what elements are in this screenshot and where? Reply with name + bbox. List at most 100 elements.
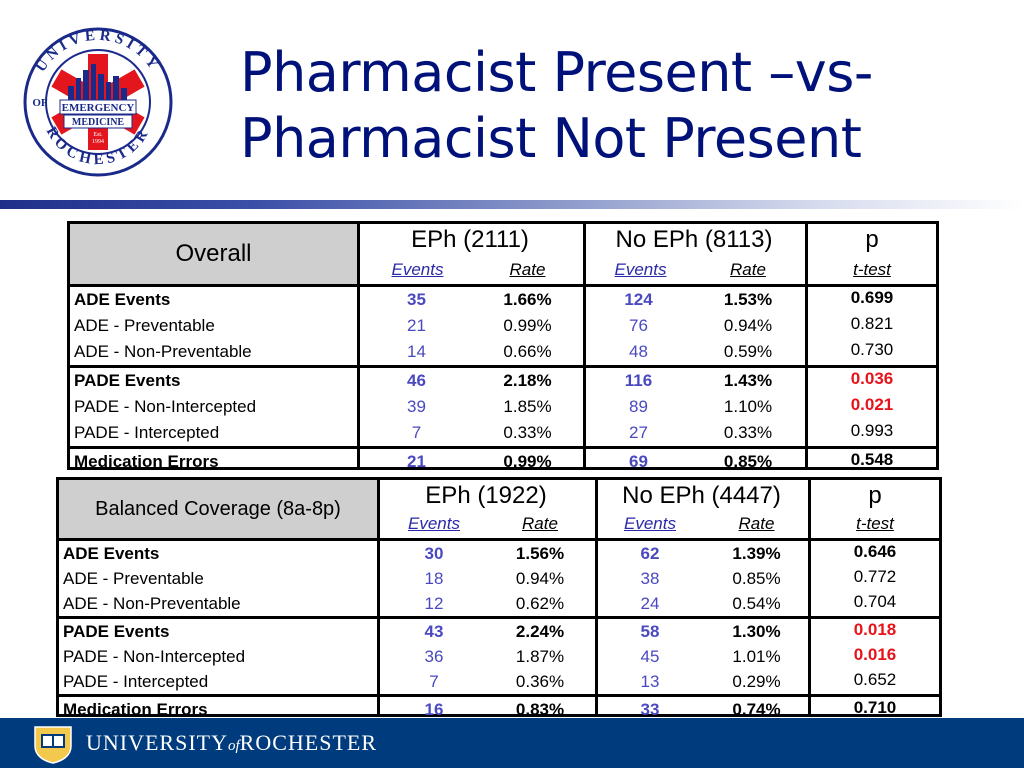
eph-rate-value: 1.85% bbox=[503, 397, 552, 416]
column-divider bbox=[805, 224, 808, 467]
table-row: ADE - Preventable 21 0.99% 76 0.94% 0.821 bbox=[70, 313, 936, 339]
university-name: UNIVERSITYofROCHESTER bbox=[86, 730, 378, 755]
no-eph-rate-value: 0.54% bbox=[732, 594, 781, 613]
column-divider bbox=[583, 224, 586, 467]
eph-rate-value: 1.66% bbox=[503, 290, 552, 309]
no-eph-rate-value: 1.01% bbox=[732, 647, 781, 666]
p-value: 0.730 bbox=[850, 340, 894, 359]
no-eph-events-subheader: Events bbox=[624, 514, 676, 533]
column-divider bbox=[595, 480, 598, 714]
table-row: PADE - Intercepted 7 0.33% 27 0.33% 0.993 bbox=[70, 420, 936, 446]
eph-events-subheader: Events bbox=[408, 514, 460, 533]
eph-events-value: 35 bbox=[407, 290, 426, 309]
row-label: PADE - Intercepted bbox=[63, 672, 209, 691]
no-eph-events-value: 62 bbox=[640, 544, 660, 563]
eph-events-value: 7 bbox=[411, 423, 422, 442]
no-eph-events-value: 89 bbox=[629, 397, 648, 416]
table-label-cell bbox=[70, 224, 357, 284]
eph-events-value: 21 bbox=[407, 316, 426, 335]
eph-rate-value: 0.94% bbox=[515, 569, 565, 588]
eph-events-subheader: Events bbox=[391, 260, 444, 279]
eph-events-value: 39 bbox=[407, 397, 426, 416]
eph-rate-value: 0.99% bbox=[503, 316, 552, 335]
row-label: ADE - Preventable bbox=[63, 569, 204, 588]
p-value: 0.548 bbox=[850, 450, 894, 469]
header-divider bbox=[70, 284, 936, 287]
eph-rate-subheader: Rate bbox=[509, 260, 546, 279]
eph-rate-value: 0.99% bbox=[503, 452, 552, 471]
no-eph-events-value: 58 bbox=[640, 622, 660, 641]
eph-events-value: 46 bbox=[407, 371, 426, 390]
eph-events-value: 36 bbox=[424, 647, 444, 666]
row-label: PADE - Non-Intercepted bbox=[63, 647, 246, 666]
table-label-cell bbox=[59, 480, 377, 538]
table-row: PADE Events 43 2.24% 58 1.30% 0.018 bbox=[59, 619, 939, 644]
no-eph-events-value: 24 bbox=[640, 594, 660, 613]
eph-events-value: 43 bbox=[424, 622, 444, 641]
no-eph-rate-subheader: Rate bbox=[738, 514, 775, 533]
ttest-subheader: t-test bbox=[856, 514, 894, 533]
eph-events-value: 7 bbox=[429, 672, 439, 691]
title-line-1: Pharmacist Present –vs- bbox=[240, 41, 873, 104]
row-label: ADE Events bbox=[74, 290, 171, 309]
group-divider bbox=[59, 694, 939, 697]
eph-rate-value: 0.62% bbox=[515, 594, 565, 613]
no-eph-events-value: 76 bbox=[629, 316, 648, 335]
no-eph-events-value: 48 bbox=[629, 342, 648, 361]
table-label: Overall bbox=[175, 240, 252, 267]
p-header: p bbox=[865, 226, 879, 253]
table-row: PADE - Intercepted 7 0.36% 13 0.29% 0.652 bbox=[59, 669, 939, 694]
no-eph-events-value: 116 bbox=[624, 371, 653, 390]
row-label: PADE Events bbox=[63, 622, 170, 641]
table-row: PADE - Non-Intercepted 36 1.87% 45 1.01% 0.01… bbox=[59, 644, 939, 669]
overall-table: Overall EPh (2111) No EPh (8113) p Events Rat… bbox=[67, 221, 939, 471]
row-label: ADE - Preventable bbox=[74, 316, 215, 335]
emergency-medicine-logo: UNIVERSITY ROCHESTER EMERGENCY MEDICINE … bbox=[23, 27, 173, 177]
row-label: PADE - Non-Intercepted bbox=[74, 397, 257, 416]
no-eph-rate-value: 0.29% bbox=[732, 672, 781, 691]
svg-text:1994: 1994 bbox=[92, 139, 104, 145]
balanced-coverage-table: Balanced Coverage (8a-8p) EPh (1922) No EP… bbox=[56, 477, 942, 719]
p-value: 0.710 bbox=[853, 698, 897, 717]
p-value: 0.821 bbox=[850, 314, 894, 333]
p-value: 0.704 bbox=[853, 592, 897, 611]
no-eph-events-value: 45 bbox=[640, 647, 660, 666]
p-value: 0.036 bbox=[850, 369, 894, 388]
eph-rate-value: 1.56% bbox=[515, 544, 565, 563]
eph-header: EPh (1922) bbox=[425, 482, 547, 509]
group-divider bbox=[70, 365, 936, 368]
svg-text:EMERGENCY: EMERGENCY bbox=[62, 102, 135, 114]
no-eph-rate-value: 1.39% bbox=[732, 544, 781, 563]
table-row: ADE Events 35 1.66% 124 1.53% 0.699 bbox=[70, 287, 936, 313]
table-row: ADE - Preventable 18 0.94% 38 0.85% 0.772 bbox=[59, 566, 939, 591]
row-label: ADE - Non-Preventable bbox=[74, 342, 252, 361]
svg-text:OF: OF bbox=[32, 97, 48, 109]
title-divider bbox=[0, 200, 1024, 209]
p-value: 0.018 bbox=[853, 620, 897, 639]
p-value: 0.016 bbox=[853, 645, 897, 664]
eph-events-value: 16 bbox=[424, 700, 444, 719]
no-eph-events-value: 38 bbox=[640, 569, 660, 588]
svg-text:Est.: Est. bbox=[93, 132, 103, 138]
p-value: 0.699 bbox=[850, 288, 894, 307]
university-seal-icon bbox=[34, 726, 72, 764]
no-eph-rate-value: 0.85% bbox=[723, 452, 773, 471]
column-divider bbox=[377, 480, 380, 714]
title-line-2: Pharmacist Not Present bbox=[240, 107, 862, 170]
no-eph-rate-value: 1.30% bbox=[732, 622, 781, 641]
p-value: 0.993 bbox=[850, 421, 894, 440]
row-label: PADE - Intercepted bbox=[74, 423, 220, 442]
table-row: ADE - Non-Preventable 12 0.62% 24 0.54% 0.704 bbox=[59, 591, 939, 616]
table-row: ADE Events 30 1.56% 62 1.39% 0.646 bbox=[59, 541, 939, 566]
group-divider bbox=[59, 616, 939, 619]
column-divider bbox=[808, 480, 811, 714]
eph-rate-value: 0.33% bbox=[503, 423, 552, 442]
table-label: Balanced Coverage (8a-8p) bbox=[95, 497, 341, 520]
no-eph-rate-value: 0.85% bbox=[732, 569, 781, 588]
no-eph-rate-value: 0.74% bbox=[732, 700, 781, 719]
eph-rate-value: 1.87% bbox=[515, 647, 565, 666]
eph-rate-value: 0.36% bbox=[515, 672, 565, 691]
row-label: PADE Events bbox=[74, 371, 181, 390]
ttest-subheader: t-test bbox=[853, 260, 891, 279]
no-eph-rate-value: 0.33% bbox=[723, 423, 773, 442]
